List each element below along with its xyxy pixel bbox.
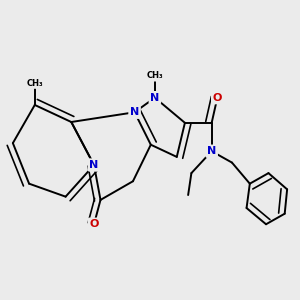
Text: O: O	[213, 93, 222, 103]
Text: CH₃: CH₃	[147, 71, 163, 80]
Text: CH₃: CH₃	[26, 79, 43, 88]
Text: N: N	[207, 146, 216, 156]
Text: N: N	[89, 160, 99, 170]
Text: O: O	[89, 219, 99, 229]
Text: N: N	[130, 107, 139, 117]
Text: N: N	[150, 93, 160, 103]
